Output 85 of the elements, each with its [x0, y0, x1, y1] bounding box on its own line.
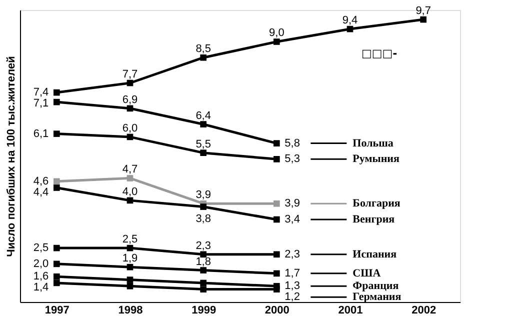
point — [126, 264, 134, 270]
legend-label: Болгария — [352, 198, 400, 210]
data-label: 5,5 — [196, 138, 211, 150]
point — [126, 105, 134, 112]
point — [54, 130, 60, 137]
point — [54, 89, 60, 96]
data-label: 3,9 — [196, 189, 211, 202]
data-label: 6,1 — [33, 128, 49, 140]
data-label: 2,3 — [284, 248, 300, 260]
point — [54, 280, 60, 286]
data-label: 6,4 — [196, 110, 211, 122]
data-label: 6,9 — [122, 94, 138, 106]
data-label: 5,3 — [284, 153, 300, 166]
point — [274, 286, 280, 292]
point — [54, 260, 60, 268]
data-label: 2,0 — [33, 258, 49, 270]
x-tick-label: 2000 — [264, 304, 290, 316]
point — [274, 270, 280, 277]
point — [200, 204, 206, 210]
data-label: 6,0 — [122, 122, 138, 134]
legend-label: Испания — [352, 248, 397, 260]
point — [200, 286, 206, 292]
data-label: 2,5 — [122, 234, 138, 246]
data-label: 4,0 — [122, 186, 138, 198]
data-label: 9,0 — [269, 27, 284, 40]
legend-label: Румыния — [352, 153, 400, 166]
data-label: 4,4 — [33, 186, 49, 198]
data-label: 1,2 — [284, 291, 300, 304]
x-tick-label: 1999 — [192, 304, 216, 316]
legend-label: Германия — [352, 291, 402, 304]
data-label: 7,1 — [33, 98, 49, 110]
point — [54, 178, 60, 185]
point — [126, 175, 134, 182]
point — [274, 140, 280, 146]
data-label: 2,5 — [33, 242, 49, 254]
x-tick-label: 2002 — [412, 304, 436, 316]
point — [126, 244, 134, 252]
x-tick-label: 1998 — [118, 304, 143, 316]
point — [54, 273, 60, 280]
y-axis-title: Число погибших на 100 тыс.жителей — [6, 56, 18, 257]
annotation: □□□- — [361, 46, 398, 60]
point — [274, 251, 280, 258]
data-label: 4,6 — [33, 175, 49, 188]
data-label: 2,3 — [196, 240, 211, 252]
data-label: 4,7 — [122, 164, 138, 176]
point — [200, 150, 206, 156]
data-label: 3,8 — [196, 212, 211, 225]
data-label: 9,7 — [416, 5, 431, 18]
legend-label: Франция — [352, 280, 399, 292]
point — [54, 244, 60, 252]
point — [200, 267, 206, 274]
point — [274, 200, 280, 207]
point — [200, 54, 206, 61]
x-tick-label: 1997 — [44, 304, 70, 316]
data-label: 1,3 — [284, 280, 300, 292]
data-label: 3,9 — [284, 198, 300, 210]
legend-label: Венгрия — [352, 213, 395, 226]
point — [274, 156, 280, 162]
point — [200, 280, 206, 286]
point — [200, 121, 206, 128]
point — [54, 98, 60, 106]
data-label: 1,8 — [196, 256, 211, 268]
data-label: 9,4 — [342, 14, 358, 27]
data-label: 3,4 — [284, 213, 300, 226]
point — [346, 26, 354, 32]
x-tick-label: 2001 — [338, 304, 363, 316]
data-label: 1,6 — [33, 270, 49, 283]
legend-label: Польша — [352, 137, 394, 150]
data-label: 8,5 — [196, 43, 211, 56]
point — [126, 276, 134, 283]
legend-label: США — [352, 267, 381, 280]
data-label: 1,9 — [122, 252, 138, 265]
point — [126, 134, 134, 140]
point — [126, 80, 134, 86]
point — [274, 38, 280, 45]
point — [274, 216, 280, 223]
point — [126, 282, 134, 290]
data-label: 7,4 — [33, 86, 49, 99]
data-label: 7,7 — [122, 68, 138, 80]
data-label: 5,8 — [284, 137, 300, 150]
point — [126, 197, 134, 204]
point — [54, 184, 60, 191]
point — [420, 16, 426, 23]
data-label: 1,7 — [284, 267, 300, 280]
data-label: 1,4 — [33, 282, 49, 294]
